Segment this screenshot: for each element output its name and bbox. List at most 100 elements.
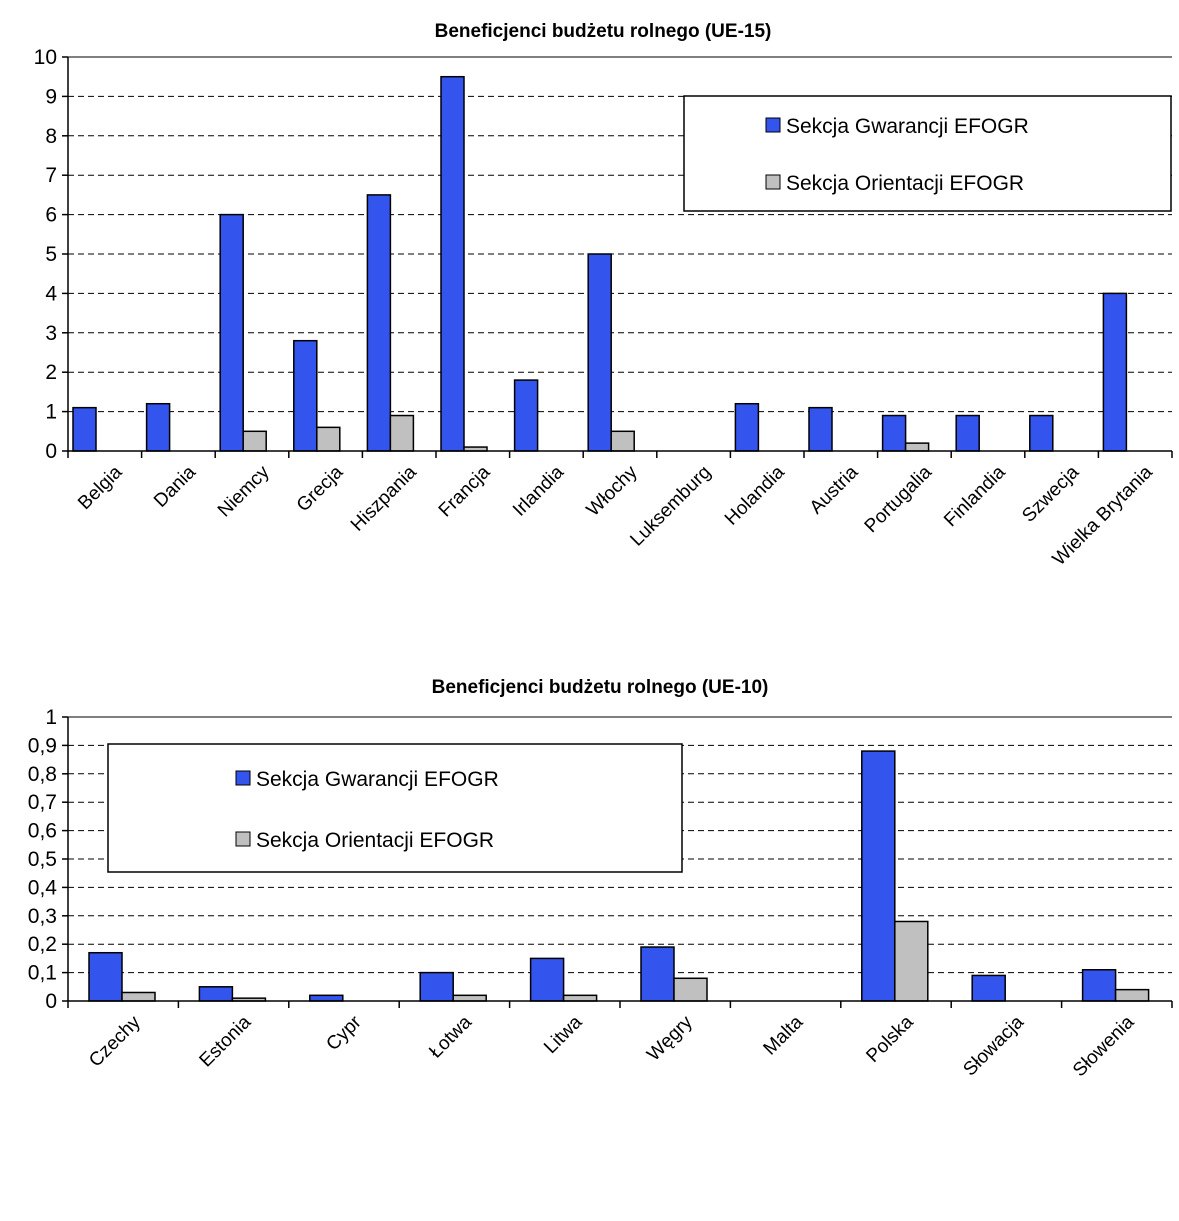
- x-tick-label-slowenia: Słowenia: [1069, 1011, 1139, 1081]
- y-tick-label: 0: [45, 440, 57, 463]
- bar-slowenia-orientation: [1114, 988, 1150, 1002]
- bar-wlochy-guarantee: [587, 253, 612, 452]
- bar-wielka-brytania-guarantee: [1102, 292, 1128, 452]
- y-tick-label: 7: [45, 164, 57, 187]
- x-tick-label-litwa: Litwa: [540, 1011, 587, 1058]
- bar-wlochy-orientation: [610, 430, 635, 452]
- y-tick-label: 10: [34, 46, 57, 69]
- axes: [62, 56, 1173, 458]
- legend-box: [683, 95, 1172, 212]
- x-tick-label-malta: Malta: [760, 1011, 808, 1059]
- bars: [88, 750, 1150, 1002]
- x-tick-label-szwecja: Szwecja: [1018, 461, 1083, 526]
- x-tick-label-czechy: Czechy: [85, 1011, 145, 1071]
- y-tick-label: 0,8: [28, 763, 57, 786]
- bar-niemcy-guarantee: [219, 213, 244, 452]
- x-tick-label-irlandia: Irlandia: [509, 461, 568, 520]
- bar-estonia-guarantee: [198, 986, 234, 1002]
- x-tick-label-niemcy: Niemcy: [214, 461, 274, 521]
- chart-ue15: Beneficjenci budżetu rolnego (UE-15) 0 1 2…: [34, 21, 1173, 570]
- bar-hiszpania-orientation: [389, 414, 415, 452]
- y-tick-label: 0,9: [28, 734, 57, 757]
- x-tick-label-polska: Polska: [862, 1011, 917, 1066]
- x-tick-label-lotwa: Łotwa: [425, 1011, 476, 1062]
- bar-slowacja-guarantee: [971, 974, 1006, 1002]
- x-tick-label-austria: Austria: [806, 461, 863, 518]
- y-tick-label: 0,1: [28, 962, 57, 985]
- legend-label-orientation: Sekcja Orientacji EFOGR: [786, 172, 1024, 195]
- x-tick-label-wlochy: Włochy: [583, 461, 642, 520]
- x-tick-label-dania: Dania: [150, 461, 200, 511]
- y-tick-label: 0,5: [28, 848, 57, 871]
- y-tick-label: 2: [45, 361, 57, 384]
- y-tick-label: 6: [45, 204, 57, 227]
- chart-title: Beneficjenci budżetu rolnego (UE-15): [435, 21, 772, 42]
- x-tick-label-wegry: Węgry: [643, 1011, 697, 1065]
- legend: Sekcja Gwarancji EFOGR Sekcja Orientacji…: [107, 743, 683, 873]
- bar-hiszpania-guarantee: [366, 194, 392, 452]
- legend-box: [107, 743, 683, 873]
- bar-szwecja-guarantee: [1029, 414, 1054, 452]
- bar-slowenia-guarantee: [1081, 969, 1117, 1002]
- bar-czechy-guarantee: [88, 951, 123, 1002]
- y-tick-label: 5: [45, 243, 57, 266]
- legend-swatch-orientation: [765, 174, 781, 190]
- y-tick-label: 9: [45, 85, 57, 108]
- bar-finlandia-guarantee: [955, 414, 980, 452]
- bar-litwa-guarantee: [529, 957, 565, 1002]
- x-tick-labels: Belgia Dania Niemcy Grecja Hiszpania Francja I…: [74, 461, 1157, 570]
- bar-lotwa-orientation: [452, 994, 487, 1002]
- bar-czechy-orientation: [121, 991, 156, 1002]
- x-tick-label-finlandia: Finlandia: [940, 461, 1010, 531]
- legend-swatch-guarantee: [235, 770, 251, 786]
- bar-polska-guarantee: [861, 750, 896, 1002]
- x-tick-label-grecja: Grecja: [293, 461, 348, 516]
- y-tick-label: 0,6: [28, 820, 57, 843]
- y-tick-label: 0: [45, 990, 57, 1013]
- legend-label-orientation: Sekcja Orientacji EFOGR: [256, 829, 494, 852]
- x-tick-label-francja: Francja: [435, 461, 495, 521]
- axes: [62, 716, 1173, 1008]
- bar-lotwa-guarantee: [419, 971, 454, 1002]
- gridlines: [68, 56, 1172, 413]
- y-tick-label: 0,7: [28, 791, 57, 814]
- y-tick-label: 1: [45, 706, 57, 729]
- bar-wegry-guarantee: [640, 946, 675, 1002]
- bar-holandia-guarantee: [734, 402, 760, 452]
- bar-litwa-orientation: [562, 994, 598, 1002]
- bar-portugalia-guarantee: [881, 414, 907, 452]
- y-tick-label: 3: [45, 322, 57, 345]
- chart-ue10: Beneficjenci budżetu rolnego (UE-10) 0 0,…: [28, 677, 1173, 1081]
- x-tick-label-portugalia: Portugalia: [861, 461, 937, 537]
- x-tick-label-slowacja: Słowacja: [959, 1011, 1028, 1080]
- legend-swatch-orientation: [235, 831, 251, 847]
- y-tick-label: 8: [45, 125, 57, 148]
- y-tick-label: 4: [45, 282, 57, 305]
- legend-label-guarantee: Sekcja Gwarancji EFOGR: [256, 768, 499, 791]
- x-tick-label-hiszpania: Hiszpania: [347, 461, 421, 535]
- y-tick-label: 1: [45, 401, 57, 424]
- y-tick-labels: 0 0,1 0,2 0,3 0,4 0,5 0,6 0,7 0,8 0,9 1: [28, 706, 58, 1013]
- bar-austria-guarantee: [808, 406, 833, 452]
- bar-portugalia-orientation: [904, 442, 930, 452]
- bar-dania-guarantee: [145, 402, 171, 452]
- x-tick-label-holandia: Holandia: [721, 461, 789, 529]
- bar-belgia-guarantee: [72, 406, 97, 452]
- chart-title: Beneficjenci budżetu rolnego (UE-10): [432, 677, 769, 698]
- x-tick-label-cypr: Cypr: [322, 1011, 366, 1055]
- bar-polska-orientation: [894, 920, 929, 1002]
- y-tick-label: 0,4: [28, 876, 58, 899]
- y-tick-label: 0,2: [28, 933, 57, 956]
- y-tick-labels: 0 1 2 3 4 5 6 7 8 9 10: [34, 46, 58, 463]
- bar-wegry-orientation: [673, 977, 708, 1002]
- bar-grecja-guarantee: [293, 339, 318, 452]
- legend-label-guarantee: Sekcja Gwarancji EFOGR: [786, 115, 1029, 138]
- bar-cypr-guarantee: [309, 994, 344, 1002]
- bar-grecja-orientation: [316, 426, 341, 452]
- x-tick-label-estonia: Estonia: [196, 1011, 256, 1071]
- bar-irlandia-guarantee: [513, 379, 539, 452]
- bars: [72, 75, 1128, 452]
- legend-swatch-guarantee: [765, 117, 781, 133]
- y-tick-label: 0,3: [28, 905, 57, 928]
